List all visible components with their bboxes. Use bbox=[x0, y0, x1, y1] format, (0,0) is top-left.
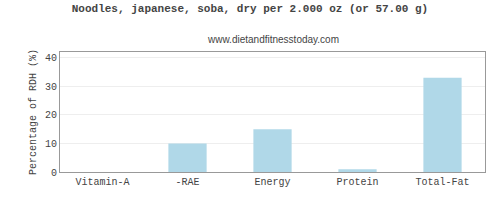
svg-text:30: 30 bbox=[45, 82, 57, 93]
svg-text:Noodles, japanese, soba, dry p: Noodles, japanese, soba, dry per 2.000 o… bbox=[72, 3, 428, 15]
svg-text:Energy: Energy bbox=[254, 177, 290, 188]
svg-text:20: 20 bbox=[45, 110, 57, 121]
svg-text:0: 0 bbox=[51, 168, 57, 179]
svg-text:10: 10 bbox=[45, 139, 57, 150]
svg-text:40: 40 bbox=[45, 53, 57, 64]
svg-text:Total-Fat: Total-Fat bbox=[415, 177, 469, 188]
svg-text:Vitamin-A: Vitamin-A bbox=[75, 177, 129, 188]
svg-text:Protein: Protein bbox=[336, 177, 378, 188]
svg-text:Percentage of RDH (%): Percentage of RDH (%) bbox=[28, 49, 39, 175]
svg-text:-RAE: -RAE bbox=[175, 177, 199, 188]
svg-text:www.dietandfitnesstoday.com: www.dietandfitnesstoday.com bbox=[207, 34, 339, 45]
